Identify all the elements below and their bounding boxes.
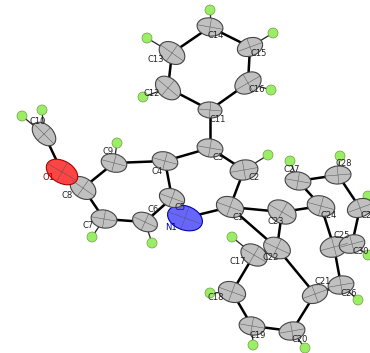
- Ellipse shape: [46, 159, 78, 185]
- Ellipse shape: [155, 76, 181, 100]
- Text: C27: C27: [284, 164, 300, 174]
- Text: C15: C15: [251, 49, 267, 59]
- Circle shape: [268, 28, 278, 38]
- Text: C8: C8: [61, 191, 73, 199]
- Text: C28: C28: [336, 158, 352, 168]
- Text: O1: O1: [42, 173, 54, 181]
- Circle shape: [335, 151, 345, 161]
- Ellipse shape: [328, 276, 354, 294]
- Circle shape: [17, 111, 27, 121]
- Text: C26: C26: [341, 288, 357, 298]
- Ellipse shape: [302, 285, 327, 304]
- Text: C7: C7: [83, 221, 94, 231]
- Text: C21: C21: [315, 277, 331, 287]
- Circle shape: [205, 5, 215, 15]
- Ellipse shape: [198, 102, 222, 118]
- Ellipse shape: [279, 322, 305, 340]
- Ellipse shape: [235, 72, 261, 94]
- Ellipse shape: [101, 154, 127, 172]
- Text: C17: C17: [230, 257, 246, 267]
- Text: N1: N1: [165, 223, 177, 233]
- Circle shape: [353, 295, 363, 305]
- Text: C12: C12: [144, 90, 160, 98]
- Ellipse shape: [132, 212, 157, 232]
- Ellipse shape: [168, 205, 202, 231]
- Ellipse shape: [241, 244, 267, 266]
- Circle shape: [147, 238, 157, 248]
- Text: C18: C18: [208, 293, 224, 303]
- Ellipse shape: [339, 235, 365, 253]
- Circle shape: [37, 105, 47, 115]
- Text: C16: C16: [249, 85, 265, 95]
- Ellipse shape: [230, 160, 258, 180]
- Ellipse shape: [325, 166, 351, 184]
- Text: C13: C13: [148, 55, 164, 65]
- Text: C19: C19: [250, 331, 266, 341]
- Text: C3: C3: [212, 152, 223, 162]
- Circle shape: [205, 288, 215, 298]
- Ellipse shape: [218, 281, 246, 303]
- Ellipse shape: [159, 189, 185, 208]
- Circle shape: [363, 250, 370, 260]
- Text: C25: C25: [334, 231, 350, 239]
- Text: C5: C5: [174, 203, 186, 213]
- Ellipse shape: [347, 198, 370, 217]
- Ellipse shape: [197, 139, 223, 157]
- Text: C2: C2: [248, 174, 260, 183]
- Ellipse shape: [307, 196, 335, 216]
- Text: C23: C23: [268, 217, 284, 227]
- Circle shape: [142, 33, 152, 43]
- Ellipse shape: [264, 237, 290, 259]
- Ellipse shape: [159, 42, 185, 65]
- Circle shape: [87, 232, 97, 242]
- Text: C20: C20: [292, 335, 308, 343]
- Text: C30: C30: [353, 246, 369, 256]
- Circle shape: [248, 340, 258, 350]
- Ellipse shape: [239, 317, 265, 335]
- Circle shape: [300, 343, 310, 353]
- Text: C14: C14: [208, 31, 224, 41]
- Circle shape: [112, 138, 122, 148]
- Circle shape: [138, 92, 148, 102]
- Text: C29: C29: [361, 210, 370, 220]
- Text: C6: C6: [147, 205, 159, 215]
- Ellipse shape: [268, 200, 296, 224]
- Ellipse shape: [32, 122, 56, 146]
- Text: C4: C4: [151, 167, 162, 175]
- Text: C10: C10: [30, 118, 46, 126]
- Ellipse shape: [91, 210, 117, 228]
- Ellipse shape: [152, 152, 178, 170]
- Text: C1: C1: [232, 213, 243, 221]
- Ellipse shape: [285, 172, 311, 190]
- Ellipse shape: [197, 18, 223, 36]
- Ellipse shape: [70, 176, 96, 199]
- Circle shape: [266, 85, 276, 95]
- Circle shape: [363, 191, 370, 201]
- Ellipse shape: [238, 37, 263, 56]
- Ellipse shape: [216, 197, 243, 217]
- Text: C22: C22: [263, 253, 279, 263]
- Circle shape: [263, 150, 273, 160]
- Text: C11: C11: [210, 114, 226, 124]
- Text: C24: C24: [321, 211, 337, 221]
- Circle shape: [285, 156, 295, 166]
- Circle shape: [227, 232, 237, 242]
- Text: C9: C9: [102, 146, 114, 156]
- Ellipse shape: [320, 237, 348, 257]
